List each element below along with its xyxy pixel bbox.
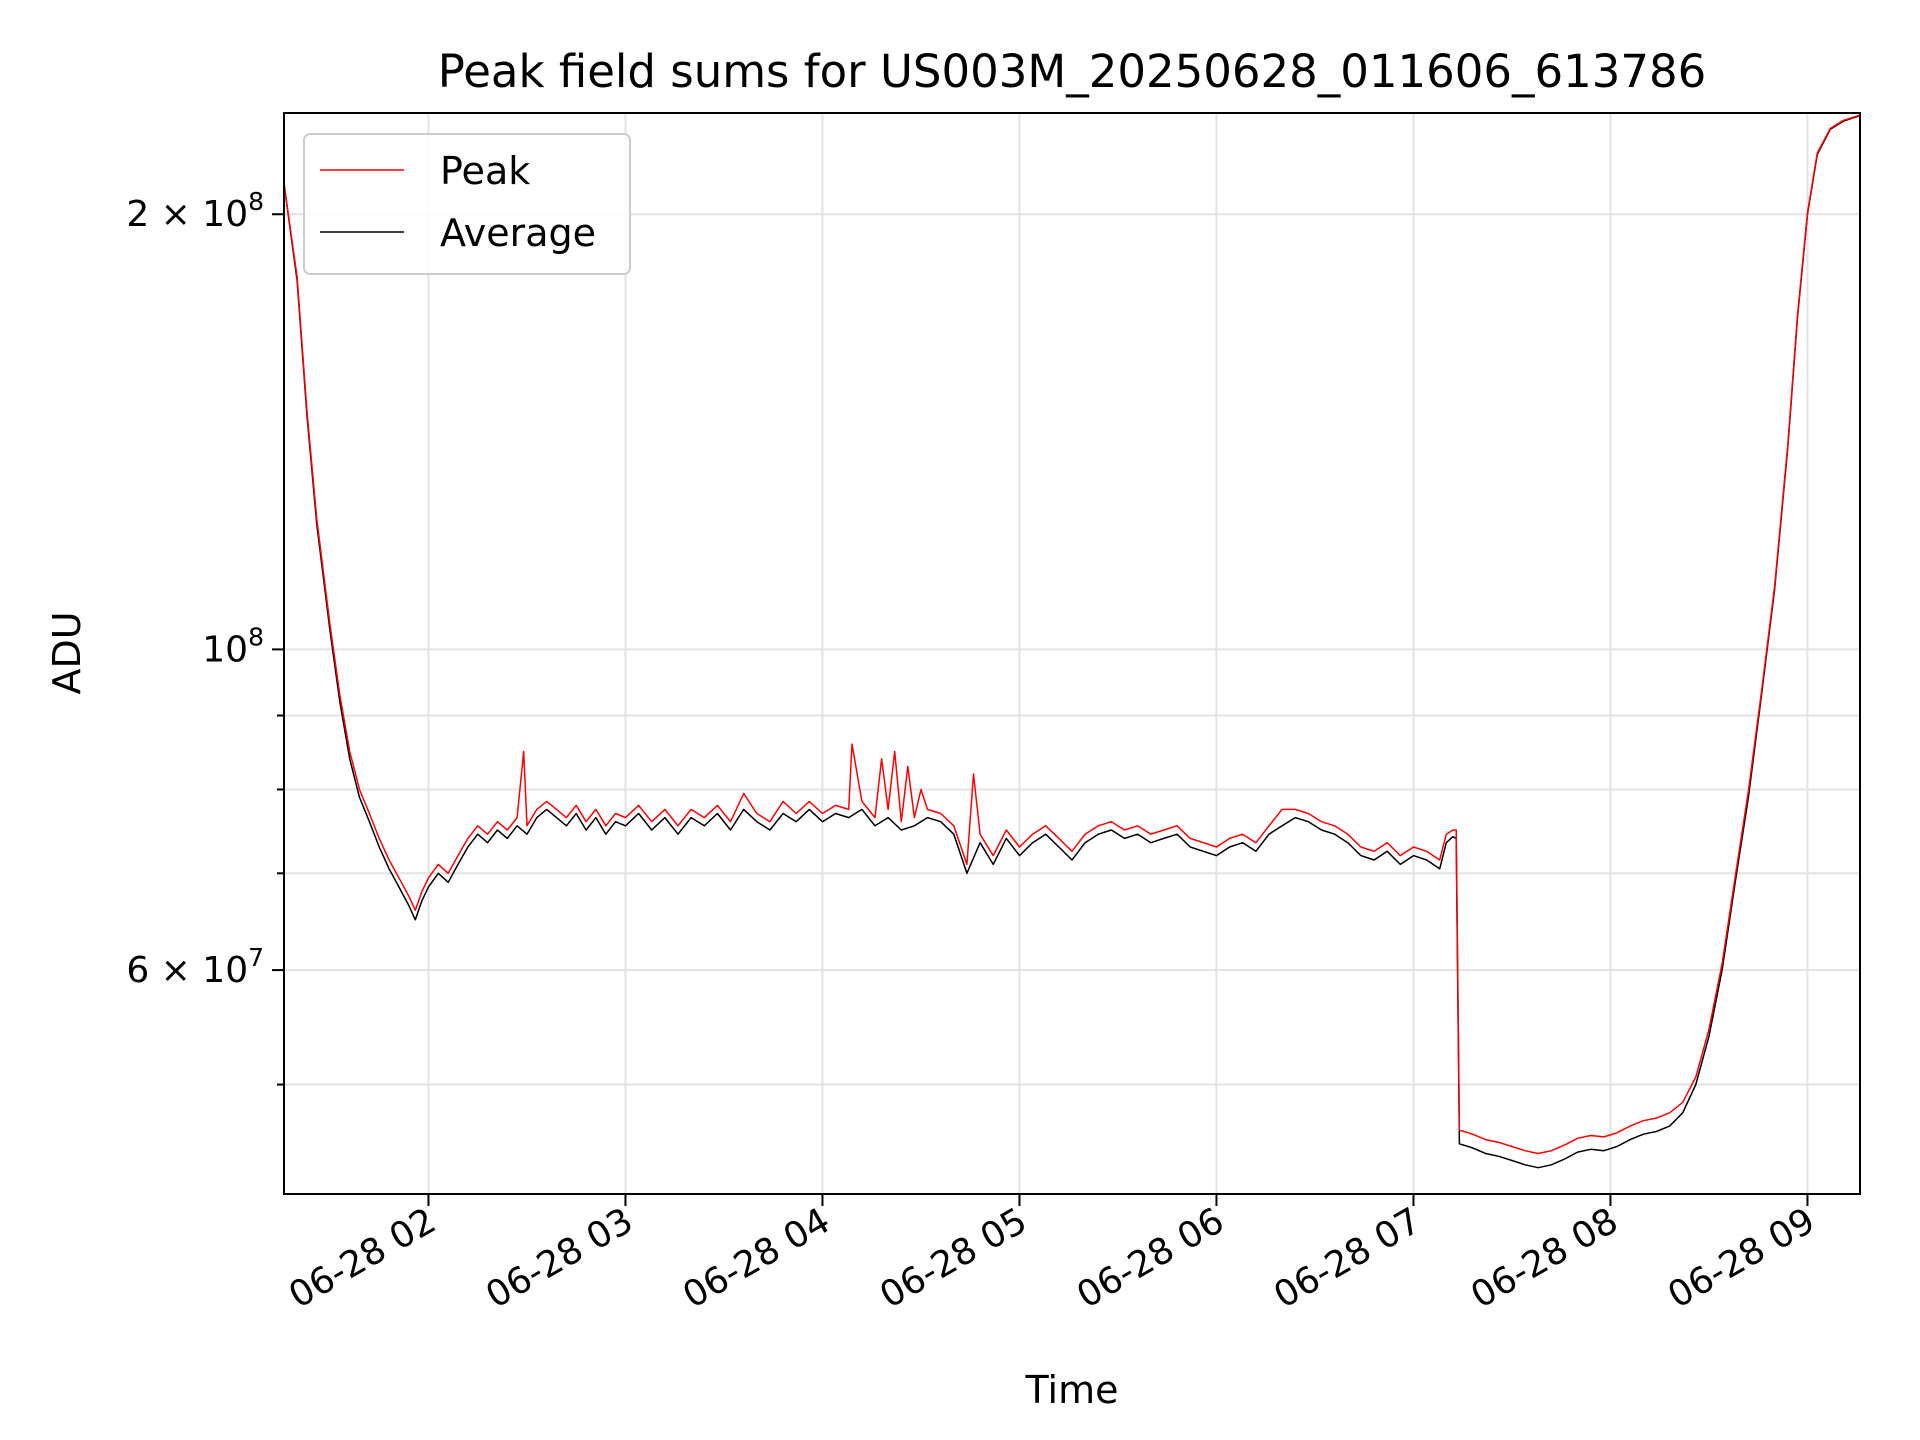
y-tick-label-base: 10 bbox=[202, 629, 248, 670]
y-tick-label-base: 2 × 10 bbox=[126, 194, 248, 235]
series-layer bbox=[283, 114, 1861, 1169]
y-axis-label: ADU bbox=[45, 611, 89, 694]
plot-frame bbox=[283, 112, 1861, 1195]
legend: Peak Average bbox=[303, 133, 631, 275]
y-tick-label: 2 × 108 bbox=[126, 187, 264, 235]
series-line-peak bbox=[283, 114, 1861, 1155]
y-tick-label-exponent: 7 bbox=[248, 943, 264, 972]
legend-label-average: Average bbox=[440, 211, 596, 255]
y-tick-label-exponent: 8 bbox=[248, 622, 264, 651]
legend-box bbox=[303, 133, 631, 275]
x-gridlines bbox=[427, 113, 1809, 1194]
x-axis-label: Time bbox=[1025, 1368, 1119, 1412]
legend-label-peak: Peak bbox=[440, 149, 530, 193]
series-line-average bbox=[283, 114, 1861, 1169]
y-tick-label: 6 × 107 bbox=[126, 943, 264, 991]
y-tick-label-base: 6 × 10 bbox=[126, 950, 248, 991]
chart-title: Peak field sums for US003M_20250628_0116… bbox=[438, 45, 1707, 98]
y-tick-label-exponent: 8 bbox=[248, 187, 264, 216]
y-tick-label: 108 bbox=[202, 622, 264, 670]
